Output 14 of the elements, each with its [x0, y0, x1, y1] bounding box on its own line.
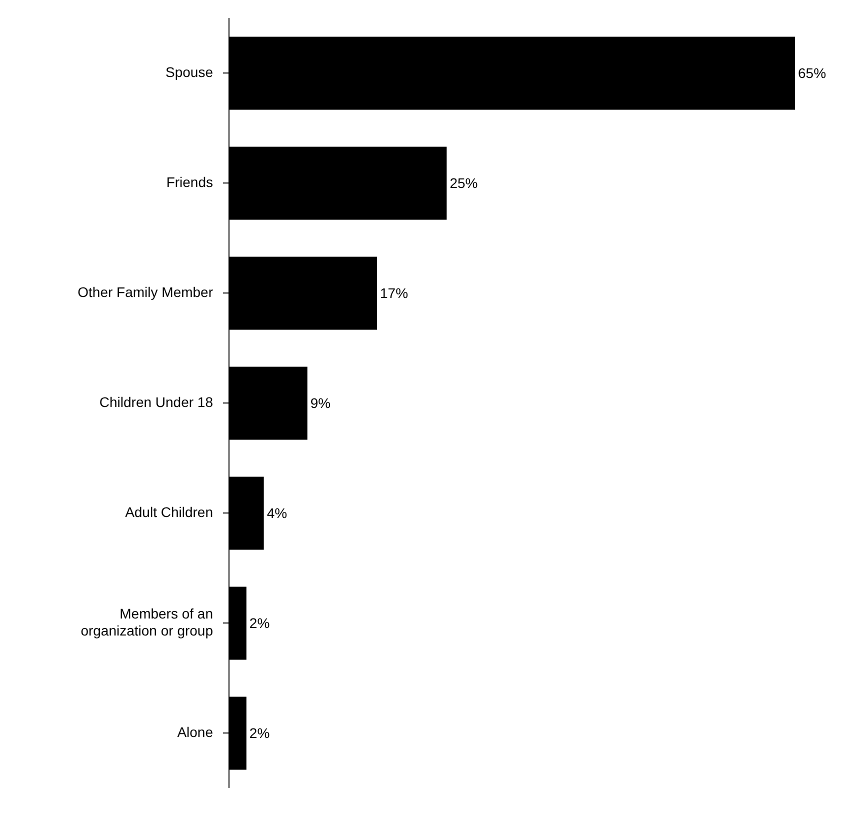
- y-tick-label: Adult Children: [125, 504, 213, 520]
- y-tick-label: Spouse: [166, 64, 214, 80]
- data-label: 65%: [798, 65, 826, 82]
- y-tick-label: Alone: [177, 724, 214, 740]
- data-label: 2%: [249, 725, 270, 742]
- data-label: 2%: [249, 615, 270, 632]
- data-label: 25%: [450, 175, 478, 192]
- y-tick-label: Members of an organization or group: [80, 605, 214, 638]
- data-label: 17%: [380, 285, 408, 302]
- y-tick-label: Children Under 18: [99, 394, 214, 410]
- y-tick-label: Friends: [166, 174, 213, 190]
- data-label: 4%: [266, 505, 288, 522]
- y-tick-label: Other Family Member: [78, 284, 214, 300]
- data-label: 9%: [310, 395, 331, 412]
